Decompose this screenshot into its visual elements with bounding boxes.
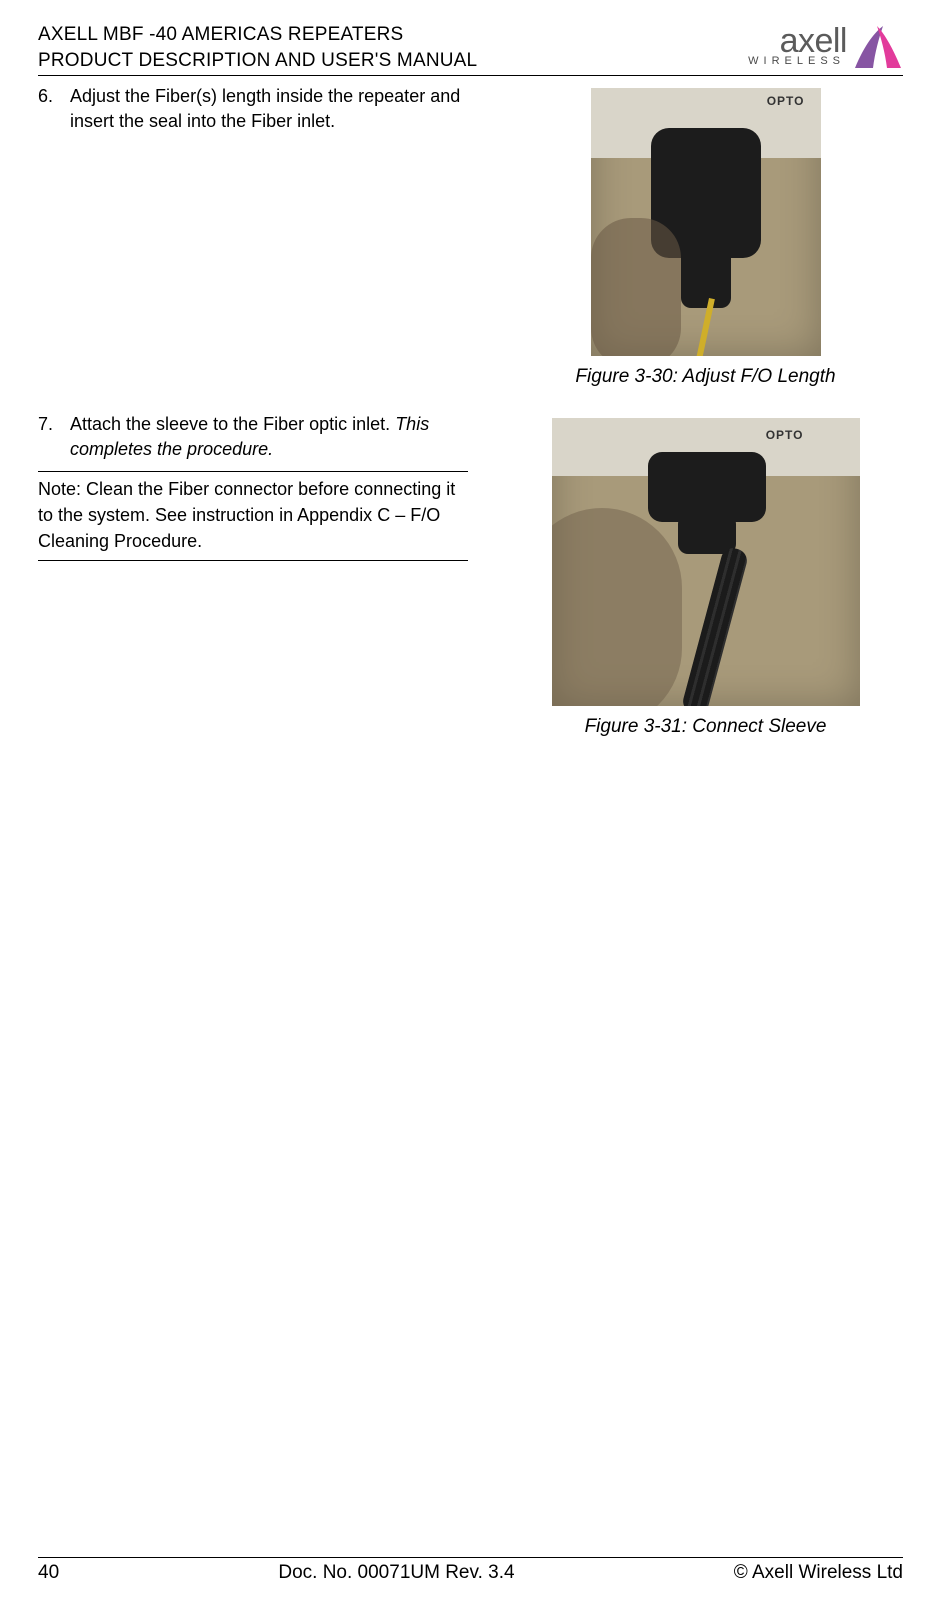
step7-text-col: 7. Attach the sleeve to the Fiber optic … [38, 412, 468, 561]
page: AXELL MBF -40 AMERICAS REPEATERS PRODUCT… [0, 0, 941, 1604]
header-line2: PRODUCT DESCRIPTION AND USER'S MANUAL [38, 48, 477, 74]
step-list-2: 7. Attach the sleeve to the Fiber optic … [38, 412, 468, 461]
logo-main-text: axell [748, 24, 847, 58]
step6: 6. Adjust the Fiber(s) length inside the… [38, 84, 468, 133]
footer-doc-id: Doc. No. 00071UM Rev. 3.4 [278, 1562, 514, 1584]
page-header: AXELL MBF -40 AMERICAS REPEATERS PRODUCT… [38, 22, 903, 76]
step6-text: Adjust the Fiber(s) length inside the re… [70, 84, 468, 133]
content: 6. Adjust the Fiber(s) length inside the… [38, 84, 903, 738]
header-line1: AXELL MBF -40 AMERICAS REPEATERS [38, 22, 477, 48]
row-step6: 6. Adjust the Fiber(s) length inside the… [38, 84, 903, 388]
logo-icon [853, 24, 903, 70]
figure1-opto-label: OPTO [767, 94, 805, 108]
step6-number: 6. [38, 84, 60, 133]
step6-text-col: 6. Adjust the Fiber(s) length inside the… [38, 84, 468, 139]
footer-copyright: © Axell Wireless Ltd [734, 1562, 903, 1584]
row-step7: 7. Attach the sleeve to the Fiber optic … [38, 412, 903, 738]
logo-sub-text: WIRELESS [748, 56, 845, 67]
figure1-photo: OPTO [591, 88, 821, 356]
figure2-col: OPTO Figure 3-31: Connect Sleeve [508, 412, 903, 738]
figure2-caption: Figure 3-31: Connect Sleeve [585, 716, 827, 738]
logo: axell WIRELESS [748, 22, 903, 70]
step-list: 6. Adjust the Fiber(s) length inside the… [38, 84, 468, 133]
figure2-opto-label: OPTO [766, 428, 804, 442]
note-box: Note: Clean the Fiber connector before c… [38, 471, 468, 561]
step7: 7. Attach the sleeve to the Fiber optic … [38, 412, 468, 461]
footer-page-num: 40 [38, 1562, 59, 1584]
figure1-caption: Figure 3-30: Adjust F/O Length [575, 366, 835, 388]
page-footer: 40 Doc. No. 00071UM Rev. 3.4 © Axell Wir… [38, 1557, 903, 1584]
header-title-block: AXELL MBF -40 AMERICAS REPEATERS PRODUCT… [38, 22, 477, 73]
figure1-col: OPTO Figure 3-30: Adjust F/O Length [508, 84, 903, 388]
step7-text-a: Attach the sleeve to the Fiber optic inl… [70, 414, 395, 434]
step7-text: Attach the sleeve to the Fiber optic inl… [70, 412, 468, 461]
logo-text: axell WIRELESS [748, 24, 847, 67]
figure2-photo: OPTO [552, 418, 860, 706]
step7-number: 7. [38, 412, 60, 461]
